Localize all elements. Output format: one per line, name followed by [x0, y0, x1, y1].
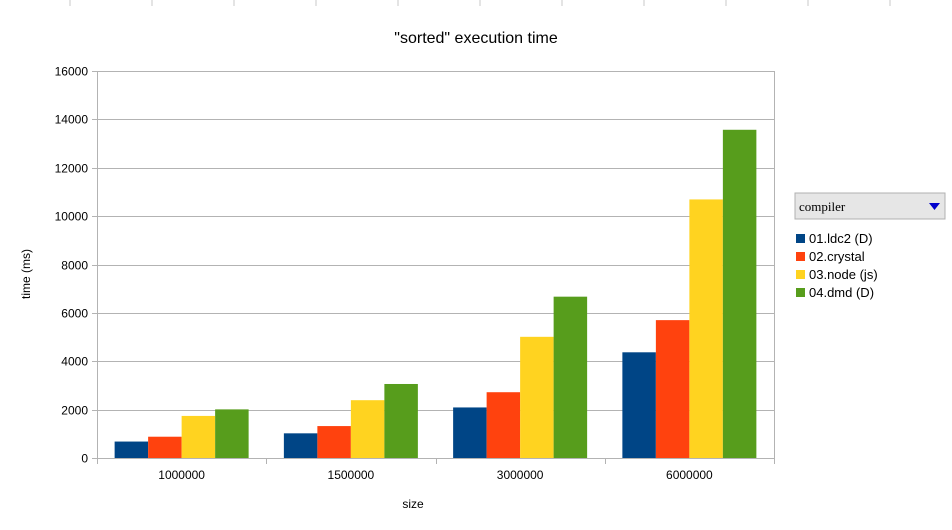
- bar-1-1: [114, 441, 149, 458]
- y-tick-label: 0: [81, 452, 88, 466]
- bars: [114, 129, 757, 459]
- y-tick-label: 10000: [55, 210, 89, 224]
- x-tick-label: 6000000: [666, 468, 713, 482]
- bar-4-3: [553, 296, 588, 458]
- x-axis-ticks: 1000000 1500000 3000000 6000000: [97, 458, 775, 482]
- bar-3-4: [689, 199, 723, 459]
- legend-dropdown[interactable]: compiler: [794, 192, 946, 220]
- legend-entry: 03.node (js): [809, 267, 878, 282]
- y-tick-label: 14000: [55, 113, 89, 127]
- bar-4-2: [384, 383, 418, 458]
- bar-4-4: [722, 129, 757, 458]
- legend-swatch: [796, 252, 805, 261]
- x-tick-label: 3000000: [497, 468, 544, 482]
- bar-4-1: [215, 409, 249, 458]
- x-tick-label: 1000000: [158, 468, 205, 482]
- x-tick-label: 1500000: [328, 468, 375, 482]
- y-tick-label: 12000: [55, 162, 89, 176]
- bar-3-3: [520, 336, 554, 458]
- y-axis-title: time (ms): [19, 249, 33, 299]
- chart-title: "sorted" execution time: [394, 30, 558, 47]
- legend-swatch: [796, 270, 805, 279]
- bar-2-4: [655, 320, 690, 458]
- legend-entry: 01.ldc2 (D): [809, 231, 873, 246]
- bar-3-2: [350, 400, 385, 458]
- bar-1-2: [283, 433, 318, 458]
- bar-2-2: [317, 426, 351, 458]
- bar-3-1: [181, 415, 216, 458]
- bar-1-4: [622, 352, 656, 458]
- legend-swatch: [796, 234, 805, 243]
- legend-entry: 04.dmd (D): [809, 285, 874, 300]
- bar-1-3: [453, 407, 487, 458]
- legend-title: compiler: [799, 199, 846, 214]
- x-axis-title: size: [402, 497, 424, 511]
- y-axis-ticks: 0 2000 4000 6000 8000 10000 12000 14000 16000: [55, 65, 97, 466]
- y-tick-label: 16000: [55, 65, 89, 79]
- bar-2-1: [148, 436, 182, 458]
- y-tick-label: 6000: [61, 307, 88, 321]
- legend-entry: 02.crystal: [809, 249, 865, 264]
- bar-2-3: [486, 392, 521, 458]
- chevron-down-icon: [929, 203, 940, 210]
- legend-swatch: [796, 288, 805, 297]
- legend: 01.ldc2 (D) 02.crystal 03.node (js) 04.dmd …: [796, 231, 878, 300]
- y-tick-label: 8000: [61, 259, 88, 273]
- header-ruler: [69, 0, 891, 6]
- y-tick-label: 2000: [61, 404, 88, 418]
- y-tick-label: 4000: [61, 355, 88, 369]
